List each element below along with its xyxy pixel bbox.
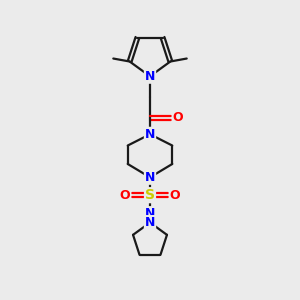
Text: S: S [145, 188, 155, 202]
Text: O: O [120, 189, 130, 202]
Text: N: N [145, 216, 155, 229]
Text: N: N [145, 128, 155, 141]
Text: N: N [145, 171, 155, 184]
Text: O: O [172, 111, 183, 124]
Text: N: N [145, 70, 155, 83]
Text: O: O [170, 189, 180, 202]
Text: N: N [145, 207, 155, 220]
